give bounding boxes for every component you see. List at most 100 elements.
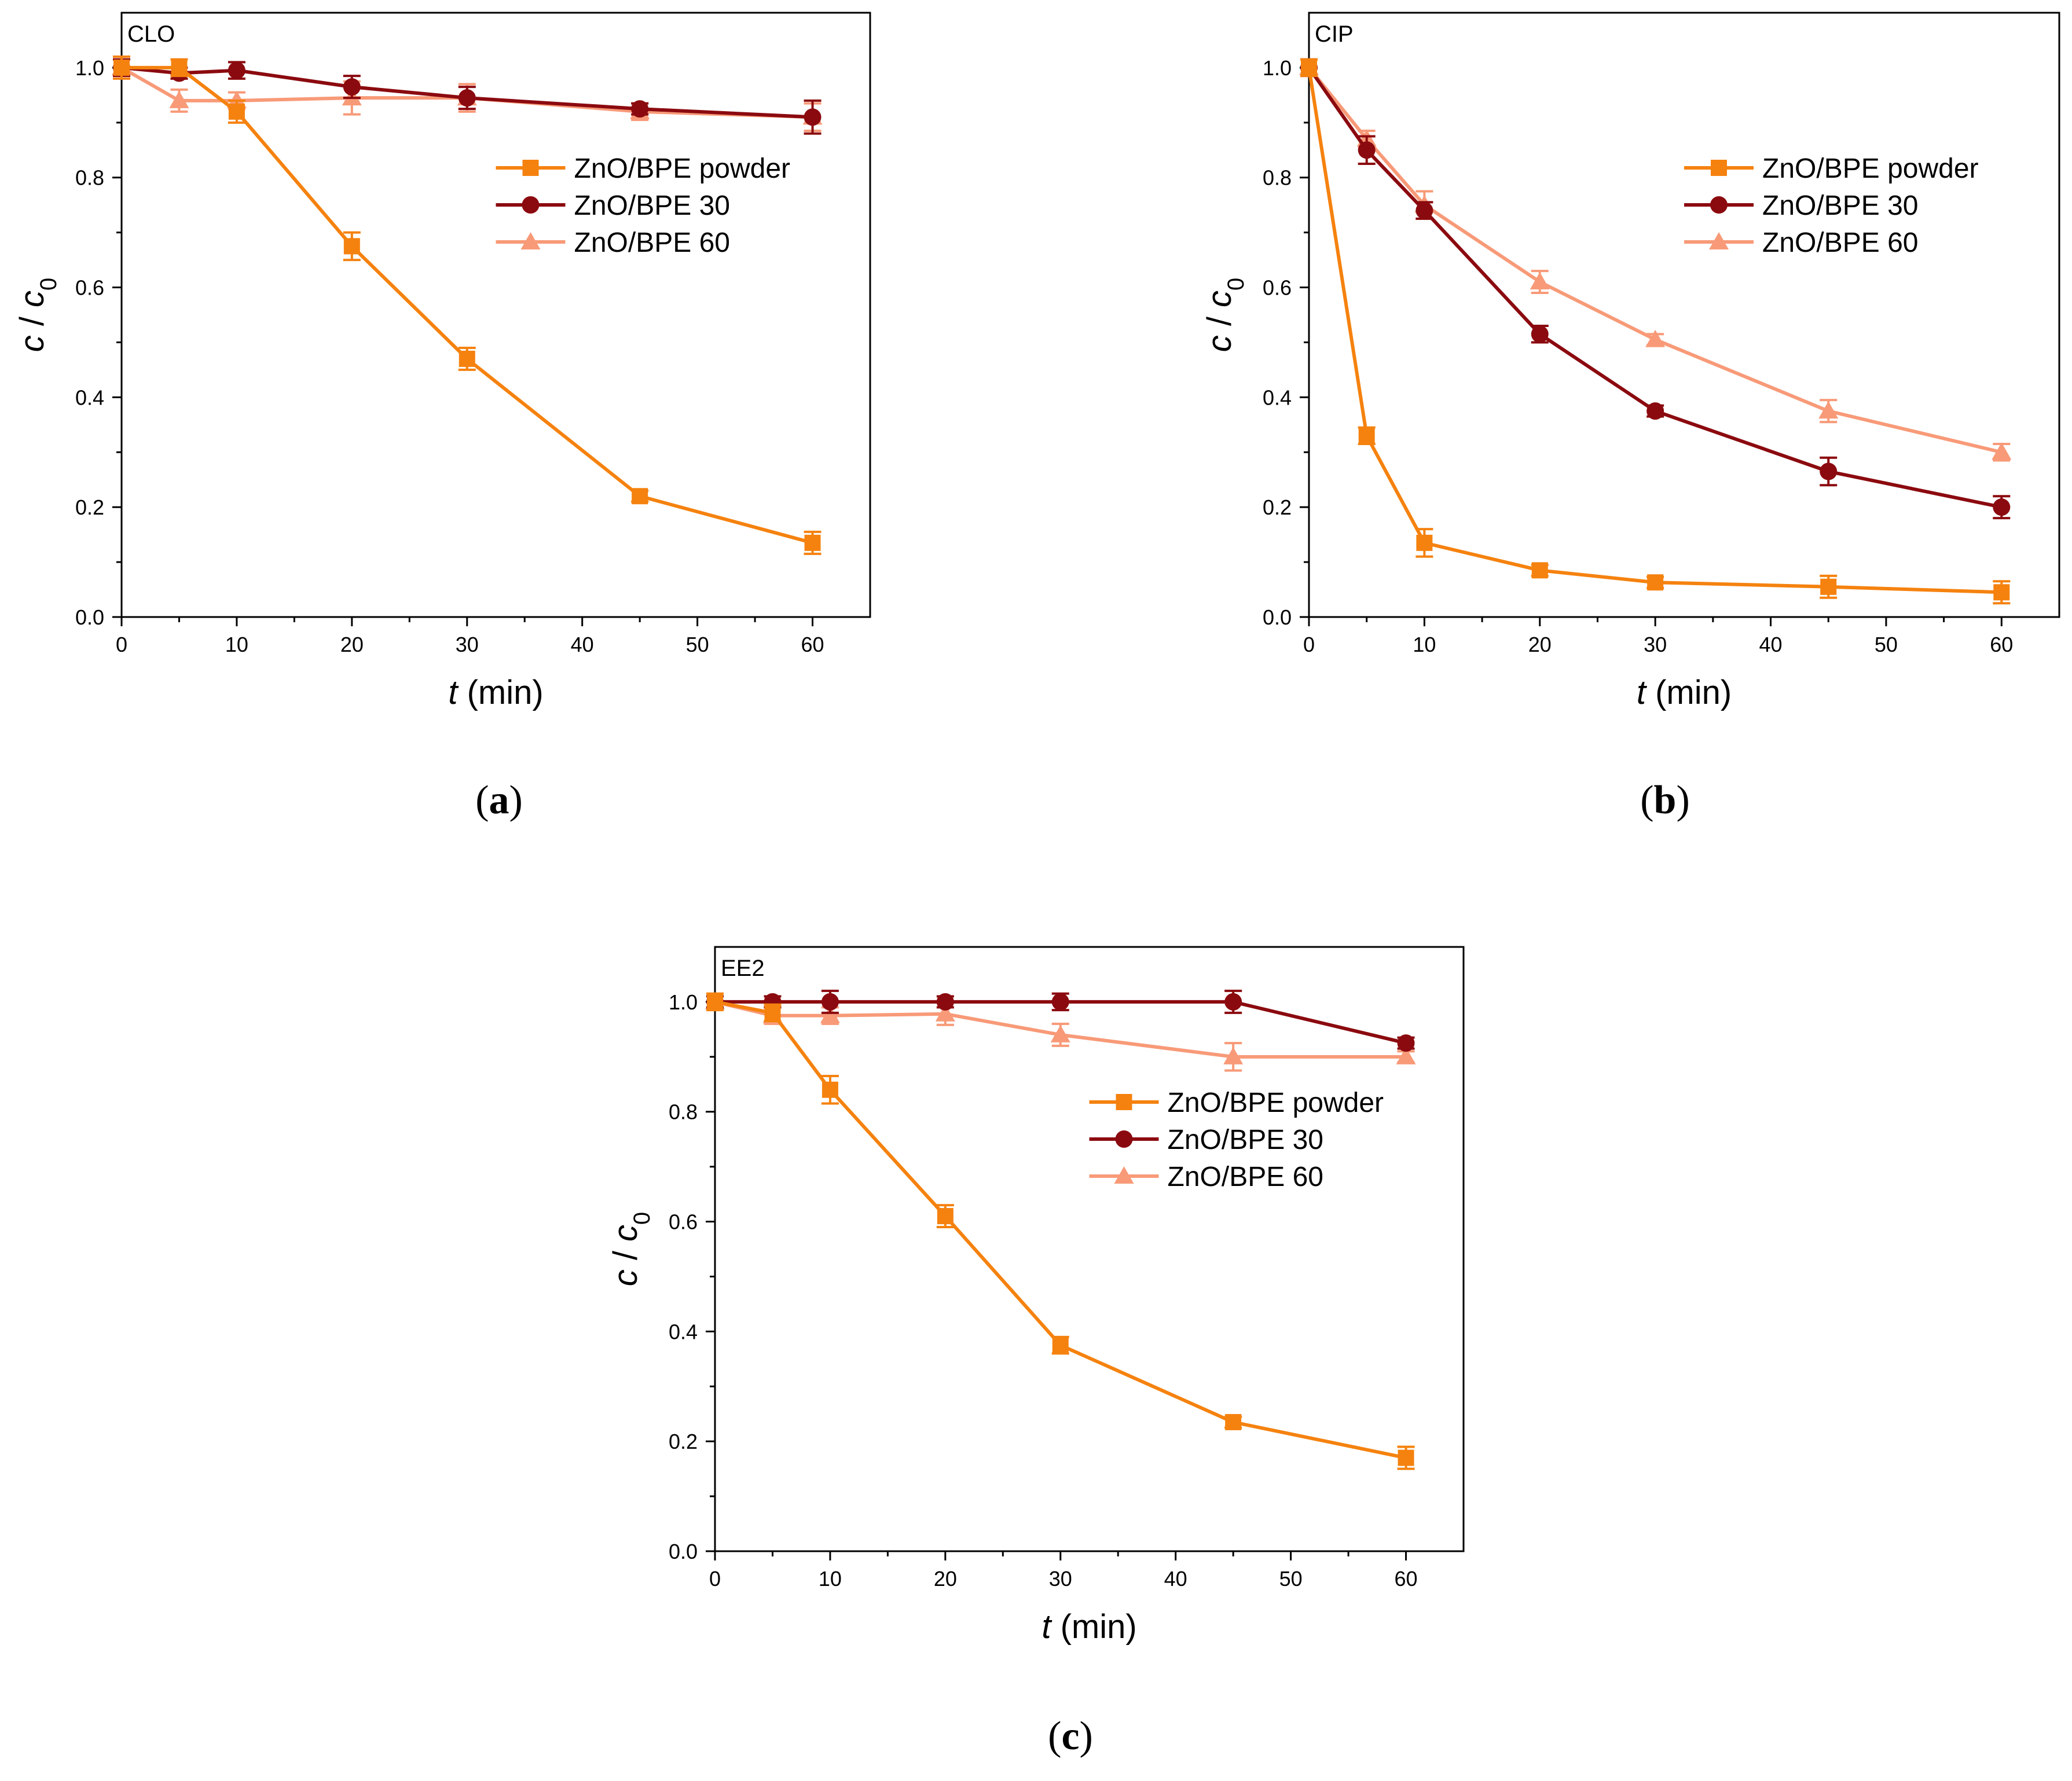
legend-label: ZnO/BPE powder <box>1168 1088 1384 1118</box>
y-tick-label: 0.2 <box>669 1430 698 1453</box>
x-axis-title: t (min) <box>1041 1608 1136 1646</box>
chart-panel-c: 0 10 20 30 40 50 60 0.0 0.2 0.4 0.6 0.8 1.0 EE2 t (min… <box>607 946 1465 1646</box>
x-tick-label: 50 <box>686 633 709 656</box>
data-point <box>1358 141 1376 159</box>
data-point <box>1052 1337 1069 1354</box>
x-tick-label: 20 <box>1528 633 1552 656</box>
legend-item: ZnO/BPE 60 <box>1089 1162 1323 1192</box>
plot-frame <box>120 12 871 618</box>
x-axis-unit: (min) <box>1646 674 1732 711</box>
data-point <box>804 534 821 551</box>
legend-marker <box>1116 1094 1132 1110</box>
legend-item: ZnO/BPE 30 <box>496 190 730 221</box>
plot-frame <box>714 946 1465 1552</box>
y-axis-c: c <box>13 335 51 352</box>
data-point <box>113 59 130 76</box>
legend-item: ZnO/BPE powder <box>496 153 791 184</box>
x-tick-label: 10 <box>819 1567 842 1591</box>
y-tick-label: 0.8 <box>1263 166 1292 190</box>
x-axis-var: t <box>1637 674 1648 711</box>
legend-label: ZnO/BPE 60 <box>574 227 730 258</box>
legend-label: ZnO/BPE 30 <box>1762 190 1918 221</box>
data-point <box>1531 325 1549 343</box>
data-point <box>1647 574 1664 591</box>
data-point <box>1397 1034 1415 1052</box>
data-point <box>343 78 361 96</box>
inset-label: CLO <box>127 21 175 47</box>
y-tick-label: 0.0 <box>669 1540 698 1563</box>
series-line <box>1307 67 2003 454</box>
x-tick-label: 30 <box>1644 633 1667 656</box>
data-point <box>1224 993 1242 1011</box>
data-point <box>820 1005 840 1023</box>
x-axis-var: t <box>1041 1608 1052 1646</box>
caption-close: ) <box>1080 1714 1093 1758</box>
y-tick-label: 0.4 <box>669 1320 698 1343</box>
y-tick-label: 0.6 <box>75 276 104 300</box>
data-point <box>1050 1024 1070 1042</box>
x-tick-label: 50 <box>1875 633 1898 656</box>
data-point <box>228 61 245 79</box>
y-tick-label: 1.0 <box>75 56 104 80</box>
y-axis-slash: / <box>13 307 51 335</box>
legend-label: ZnO/BPE powder <box>574 153 791 184</box>
legend-item: ZnO/BPE powder <box>1684 153 1979 184</box>
legend-marker <box>1115 1130 1133 1148</box>
y-tick-label: 0.6 <box>669 1210 698 1234</box>
data-point <box>1225 1413 1242 1430</box>
legend-label: ZnO/BPE powder <box>1762 153 1979 184</box>
series-powder <box>706 992 1415 1470</box>
data-point <box>228 103 245 120</box>
inset-label: CIP <box>1315 21 1354 47</box>
series-line <box>122 65 813 545</box>
plot-frame <box>1308 12 2060 618</box>
legend-item: ZnO/BPE 60 <box>496 227 730 258</box>
data-point <box>1358 427 1375 444</box>
legend-label: ZnO/BPE 60 <box>1168 1162 1323 1192</box>
legend-label: ZnO/BPE 30 <box>1168 1125 1323 1155</box>
caption-open: ( <box>1640 778 1653 822</box>
series-line <box>714 1000 1407 1460</box>
series-line <box>1307 67 2002 509</box>
data-point <box>459 350 475 367</box>
legend-label: ZnO/BPE 30 <box>574 190 730 221</box>
data-point <box>1818 401 1839 419</box>
x-axis-unit: (min) <box>1051 1608 1136 1646</box>
data-point <box>1531 562 1548 579</box>
y-axis-subscript: 0 <box>36 278 61 291</box>
series-bpe30 <box>1300 58 2011 520</box>
data-point <box>937 1208 954 1225</box>
x-axis-var: t <box>448 674 459 711</box>
legend-item: ZnO/BPE 30 <box>1684 190 1918 221</box>
legend-marker <box>1710 196 1728 214</box>
y-tick-label: 0.4 <box>75 385 104 409</box>
data-point <box>1398 1449 1414 1466</box>
chart-panel-a: 0 10 20 30 40 50 60 0.0 0.2 0.4 0.6 0.8 1.0 CLO t (min… <box>13 12 871 711</box>
x-tick-label: 60 <box>801 633 824 656</box>
caption-close: ) <box>509 778 523 822</box>
panel-caption-c: (c) <box>1048 1714 1093 1758</box>
data-point <box>936 993 954 1011</box>
x-tick-label: 10 <box>225 633 248 656</box>
panel-caption-b: (b) <box>1640 778 1690 822</box>
series-powder <box>113 55 822 555</box>
data-point <box>169 90 189 108</box>
caption-letter: b <box>1654 778 1677 822</box>
caption-open: ( <box>475 778 489 822</box>
legend-label: ZnO/BPE 60 <box>1762 227 1918 258</box>
data-point <box>632 488 648 505</box>
y-axis-slash: / <box>1201 307 1238 335</box>
legend-marker <box>1114 1166 1134 1184</box>
data-point <box>1301 59 1317 76</box>
data-point <box>1416 534 1433 551</box>
y-axis-subscript: 0 <box>629 1212 655 1225</box>
x-tick-label: 60 <box>1990 633 2013 656</box>
x-axis-title: t (min) <box>1637 674 1732 711</box>
series-bpe60 <box>1299 57 2012 462</box>
y-axis-subscript: 0 <box>1223 278 1249 291</box>
data-point <box>1051 993 1069 1011</box>
x-tick-label: 0 <box>1303 633 1315 656</box>
data-point <box>1646 402 1664 420</box>
caption-letter: a <box>489 778 509 822</box>
